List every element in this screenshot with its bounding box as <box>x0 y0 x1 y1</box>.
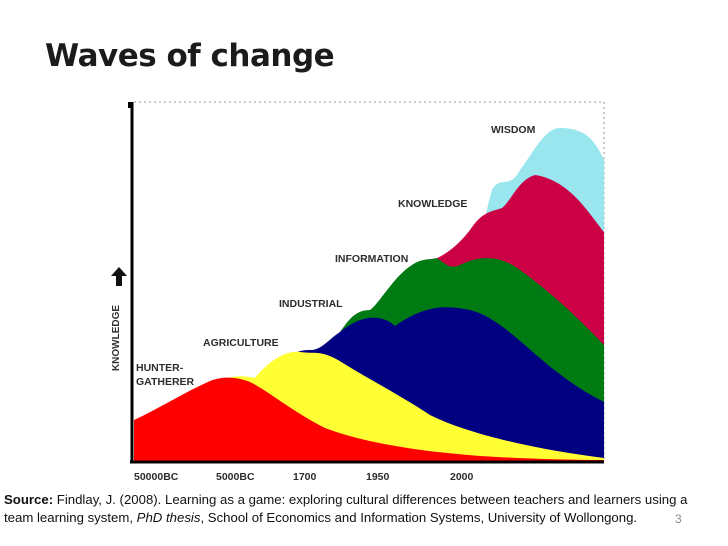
label-gatherer: GATHERER <box>136 376 195 388</box>
x-tick-50000bc: 50000BC <box>134 471 179 483</box>
source-text-before: Findlay, J. (2008). Learning as a game: … <box>4 492 688 525</box>
source-text-after: , School of Economics and Information Sy… <box>200 509 638 525</box>
x-tick-1700: 1700 <box>293 471 317 483</box>
label-knowledge: KNOWLEDGE <box>398 198 467 210</box>
label-agriculture: AGRICULTURE <box>203 337 279 349</box>
x-tick-5000bc: 5000BC <box>216 471 255 483</box>
y-axis-label-group: KNOWLEDGE <box>111 305 122 371</box>
y-axis-arrow-icon <box>111 267 127 286</box>
slide-title: Waves of change <box>45 38 335 74</box>
label-industrial: INDUSTRIAL <box>279 298 343 310</box>
source-citation: Source: Findlay, J. (2008). Learning as … <box>4 491 720 526</box>
x-tick-2000: 2000 <box>450 471 474 483</box>
wave-hunter-gatherer <box>134 377 604 462</box>
label-hunter: HUNTER- <box>136 362 184 374</box>
source-label: Source: <box>4 492 54 507</box>
y-axis-grip <box>128 102 132 108</box>
source-italic: PhD thesis <box>136 509 201 525</box>
label-wisdom: WISDOM <box>491 124 536 136</box>
x-tick-1950: 1950 <box>366 471 390 483</box>
label-information: INFORMATION <box>335 253 408 265</box>
page-number: 3 <box>675 512 682 526</box>
y-axis-label: KNOWLEDGE <box>111 305 122 371</box>
